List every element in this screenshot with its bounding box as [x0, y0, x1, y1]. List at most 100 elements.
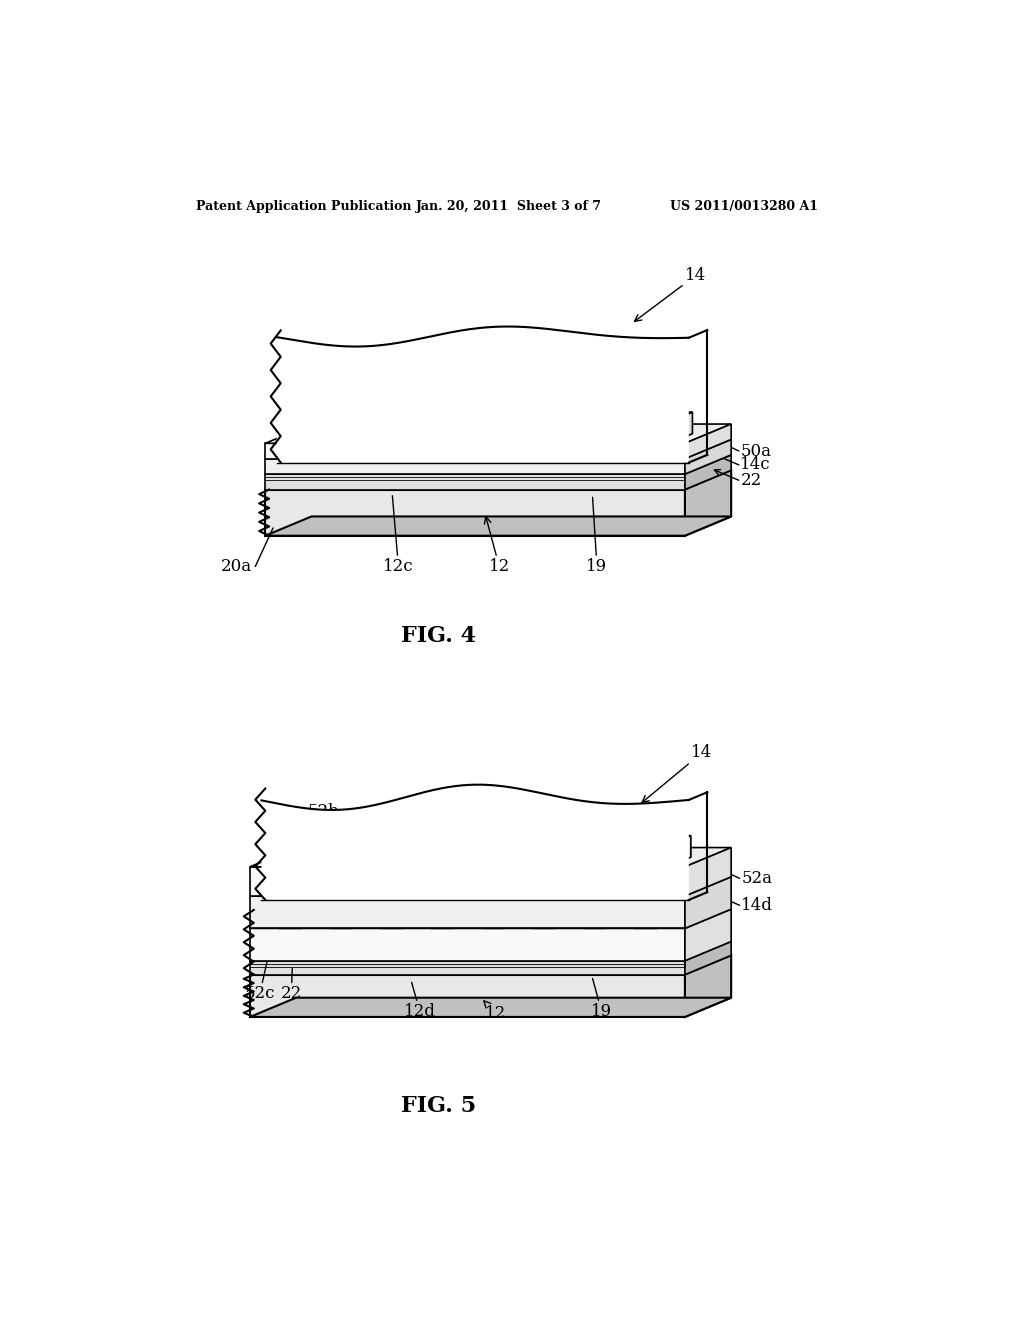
- Polygon shape: [622, 836, 644, 867]
- Text: 12: 12: [484, 517, 510, 576]
- Polygon shape: [313, 845, 343, 867]
- Polygon shape: [380, 900, 426, 909]
- Polygon shape: [371, 422, 400, 444]
- Polygon shape: [250, 998, 731, 1016]
- Polygon shape: [481, 909, 505, 928]
- Text: 50b: 50b: [313, 356, 345, 397]
- Polygon shape: [265, 459, 685, 474]
- Polygon shape: [400, 412, 423, 444]
- Polygon shape: [640, 422, 670, 444]
- Polygon shape: [657, 900, 680, 928]
- Text: FIG. 5: FIG. 5: [401, 1094, 476, 1117]
- Text: FIG. 4: FIG. 4: [401, 624, 476, 647]
- Text: 14b: 14b: [425, 793, 457, 822]
- Polygon shape: [265, 455, 731, 474]
- Text: 50a: 50a: [740, 442, 771, 459]
- Polygon shape: [685, 941, 731, 974]
- Polygon shape: [685, 455, 731, 490]
- Polygon shape: [250, 847, 731, 867]
- Text: 22: 22: [740, 471, 762, 488]
- Text: 20a: 20a: [221, 558, 252, 576]
- Text: Jan. 20, 2011  Sheet 3 of 7: Jan. 20, 2011 Sheet 3 of 7: [416, 199, 601, 213]
- Polygon shape: [278, 900, 324, 909]
- Text: 52: 52: [537, 803, 558, 847]
- Polygon shape: [489, 412, 513, 444]
- Text: 19: 19: [587, 498, 607, 576]
- Text: 52b: 52b: [602, 803, 634, 833]
- Polygon shape: [453, 845, 482, 867]
- Polygon shape: [265, 490, 685, 536]
- Polygon shape: [267, 845, 296, 867]
- Polygon shape: [313, 836, 366, 845]
- Polygon shape: [453, 836, 505, 845]
- Polygon shape: [532, 900, 579, 909]
- Text: 52a: 52a: [741, 870, 772, 887]
- Text: 12c: 12c: [383, 496, 414, 576]
- Polygon shape: [407, 836, 459, 845]
- Polygon shape: [639, 845, 668, 867]
- Text: 14: 14: [635, 267, 707, 321]
- Text: 12: 12: [484, 1001, 506, 1022]
- Polygon shape: [351, 900, 375, 928]
- Polygon shape: [250, 974, 685, 1016]
- Text: 22: 22: [281, 969, 302, 1002]
- Polygon shape: [505, 900, 527, 928]
- Polygon shape: [535, 412, 558, 444]
- Polygon shape: [685, 956, 731, 1016]
- Polygon shape: [685, 876, 731, 928]
- Polygon shape: [583, 900, 630, 909]
- Polygon shape: [685, 424, 731, 459]
- Polygon shape: [265, 474, 685, 490]
- Polygon shape: [574, 836, 598, 867]
- Polygon shape: [444, 412, 468, 444]
- Polygon shape: [506, 422, 535, 444]
- Polygon shape: [430, 900, 476, 909]
- Text: US 2011/0013280 A1: US 2011/0013280 A1: [670, 199, 817, 213]
- Polygon shape: [355, 412, 378, 444]
- Polygon shape: [296, 836, 319, 867]
- Polygon shape: [640, 412, 692, 422]
- Polygon shape: [250, 876, 731, 896]
- Polygon shape: [555, 900, 579, 928]
- Text: 19: 19: [591, 978, 612, 1020]
- Polygon shape: [454, 900, 476, 928]
- Polygon shape: [250, 867, 685, 896]
- Polygon shape: [329, 900, 375, 909]
- Polygon shape: [380, 909, 402, 928]
- Polygon shape: [532, 909, 555, 928]
- Polygon shape: [310, 412, 333, 444]
- Text: 12d: 12d: [403, 982, 436, 1020]
- Polygon shape: [402, 900, 426, 928]
- Polygon shape: [668, 836, 691, 867]
- Polygon shape: [360, 836, 413, 845]
- Text: 14d: 14d: [741, 896, 773, 913]
- Polygon shape: [461, 422, 489, 444]
- Polygon shape: [430, 909, 454, 928]
- Polygon shape: [625, 412, 647, 444]
- Text: 14c: 14c: [740, 457, 771, 474]
- Polygon shape: [685, 470, 731, 536]
- Polygon shape: [685, 847, 731, 896]
- Polygon shape: [329, 909, 351, 928]
- Polygon shape: [389, 836, 413, 867]
- Polygon shape: [685, 440, 731, 474]
- Text: 50b: 50b: [602, 356, 634, 397]
- Polygon shape: [360, 845, 389, 867]
- Polygon shape: [281, 412, 333, 422]
- Polygon shape: [250, 896, 685, 928]
- Polygon shape: [265, 440, 731, 459]
- Polygon shape: [267, 836, 319, 845]
- Polygon shape: [685, 909, 731, 961]
- Polygon shape: [261, 784, 689, 900]
- Polygon shape: [250, 956, 731, 974]
- Text: 14: 14: [642, 744, 713, 803]
- Polygon shape: [416, 412, 468, 422]
- Polygon shape: [250, 928, 685, 961]
- Polygon shape: [265, 444, 685, 459]
- Polygon shape: [546, 845, 574, 867]
- Polygon shape: [265, 424, 731, 444]
- Polygon shape: [407, 845, 435, 867]
- Polygon shape: [500, 845, 528, 867]
- Polygon shape: [550, 412, 603, 422]
- Polygon shape: [606, 900, 630, 928]
